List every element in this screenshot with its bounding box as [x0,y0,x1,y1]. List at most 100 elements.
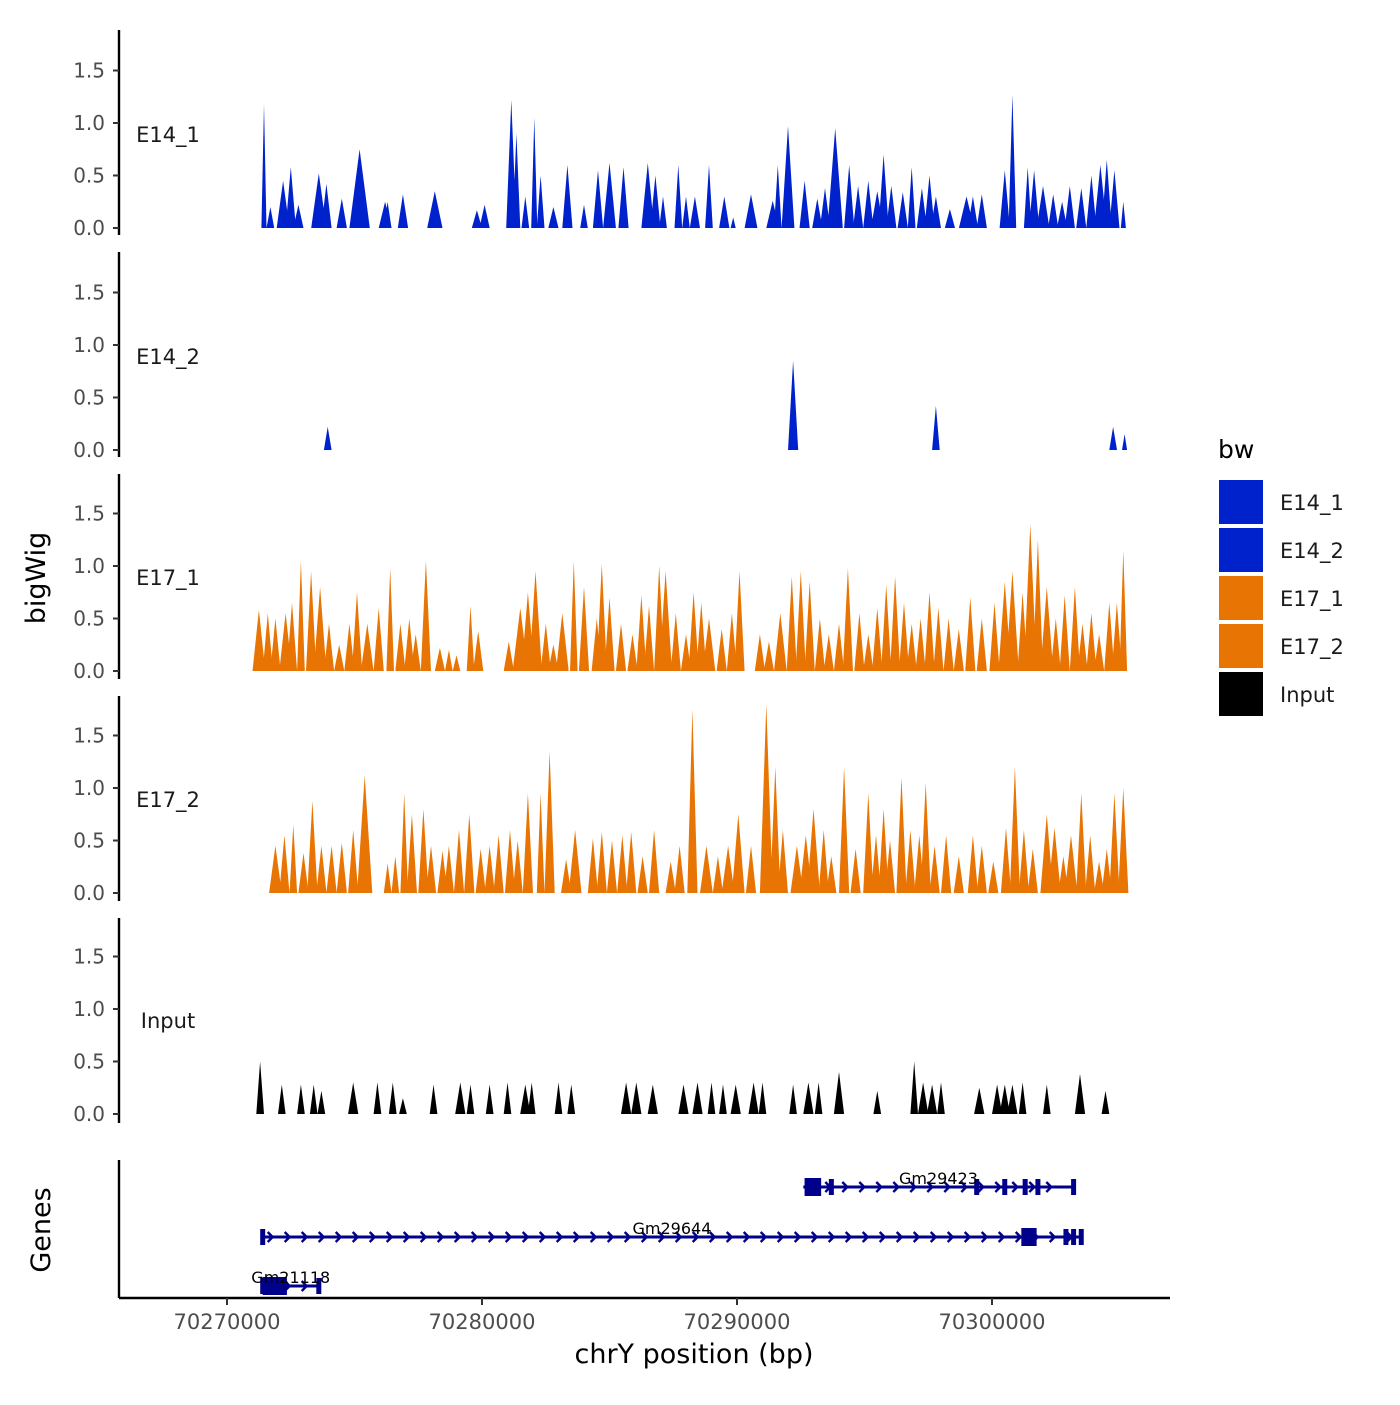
coverage-peak [1050,618,1061,671]
coverage-peak [503,1082,512,1114]
legend-label: E17_2 [1280,635,1344,660]
coverage-peak [944,209,955,228]
y-tick-label: 1.0 [73,554,105,578]
coverage-peak [540,623,551,671]
strand-arrow [572,1231,581,1243]
coverage-peak [391,856,400,893]
coverage-peak [395,623,406,671]
x-tick-label: 70270000 [174,1310,281,1334]
coverage-peak [466,1084,475,1114]
coverage-peak [863,634,874,671]
strand-arrow [300,1231,309,1243]
coverage-peak [872,608,883,671]
coverage-peak [388,1082,397,1114]
coverage-peak [587,838,598,893]
coverage-peak [1109,793,1120,893]
coverage-peak [493,835,504,893]
strand-arrow [895,1231,904,1243]
coverage-peak [466,605,475,671]
coverage-peak [336,198,347,228]
coverage-peak [774,613,787,671]
coverage-peak [789,1084,797,1114]
strand-arrow [861,1231,870,1243]
strand-arrow [470,1231,479,1243]
coverage-peak [348,1082,359,1114]
coverage-peak [1086,175,1097,228]
coverage-peak [1018,1082,1027,1114]
gene-label: Gm29644 [633,1219,712,1238]
coverage-peak [1040,587,1054,671]
coverage-peak [1064,835,1078,893]
strand-arrow [943,1181,951,1193]
strand-arrow [487,1231,496,1243]
exon-mark [260,1229,266,1245]
coverage-peak [795,571,806,671]
coverage-peak [1009,767,1020,893]
y-tick-label: 1.5 [73,724,105,748]
coverage-peak [453,830,465,893]
coverage-peak [434,647,445,671]
legend-item-E14_1: E14_1 [1219,480,1344,524]
coverage-peak [688,592,699,671]
coverage-peak [556,613,569,671]
strand-arrow [1028,1181,1036,1193]
coverage-peak [1032,539,1043,671]
coverage-peak [1076,793,1087,893]
strand-arrow [1048,1231,1057,1243]
coverage-peak [637,856,648,893]
track-label: Input [141,1009,195,1033]
legend-item-Input: Input [1219,672,1334,716]
cds-block [804,1178,822,1196]
coverage-peak [568,830,582,893]
coverage-peak [1101,159,1112,228]
coverage-peak [399,1098,407,1114]
coverage-peak [554,1082,563,1114]
strand-arrow [892,1181,900,1193]
coverage-peak [512,840,523,893]
strand-arrow [827,1231,836,1243]
coverage-peak [777,830,788,893]
coverage-peak [818,830,829,893]
coverage-peak [429,1084,438,1114]
coverage-peak [1111,602,1122,671]
coverage-peak [520,1084,531,1114]
coverage-peak [721,845,735,893]
strand-arrow [963,1231,972,1243]
coverage-peak [1086,613,1097,671]
coverage-peak [910,1061,918,1114]
coverage-peak [1008,94,1017,228]
coverage-peak [410,634,421,671]
coverage-peak [759,704,773,893]
legend-swatch [1219,528,1263,572]
coverage-peak [570,560,578,671]
coverage-peak [886,186,897,228]
coverage-peak [548,207,559,228]
cds-block [1021,1228,1037,1246]
coverage-peak [812,198,823,228]
legend-label: Input [1280,683,1334,707]
legend-label: E17_1 [1280,587,1344,612]
coverage-peak [479,204,490,228]
coverage-peak [561,859,572,893]
track-label: E14_2 [136,345,200,370]
coverage-peak [544,751,555,893]
strand-arrow [521,1231,530,1243]
coverage-peak [989,602,1000,671]
coverage-peak [1000,827,1012,893]
coverage-peak [321,183,332,228]
coverage-peak [1048,194,1059,228]
coverage-peak [604,597,615,671]
strand-arrow [810,1231,819,1243]
coverage-peak [850,848,861,893]
coverage-peak [256,1061,264,1114]
y-tick-label: 0.0 [73,438,105,462]
coverage-peak [770,767,781,893]
strand-arrow [977,1181,985,1193]
coverage-peak [297,560,305,671]
exon-mark [1035,1179,1041,1195]
coverage-peak [853,186,864,228]
coverage-peak [674,845,685,893]
gene-Gm21118: Gm21118 [251,1268,330,1295]
strand-arrow [657,1231,666,1243]
coverage-peak [383,863,392,893]
